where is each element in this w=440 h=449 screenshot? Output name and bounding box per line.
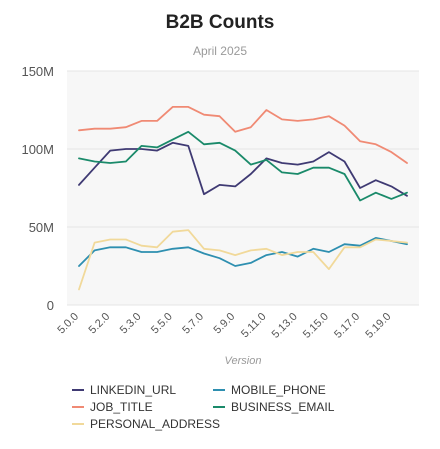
x-tick-label: 5.11.0 [239,311,269,341]
series-line-job-title [78,106,408,164]
y-tick-label: 0 [47,298,54,313]
x-tick-label: 5.17.0 [332,311,362,341]
chart-subtitle: April 2025 [192,44,248,58]
x-axis-label: Version [225,355,262,367]
x-tick-label: 5.5.0 [149,311,175,337]
plot-area [67,71,419,305]
y-tick-label: 150M [21,64,54,79]
x-tick-label: 5.15.0 [301,311,331,341]
x-tick-label: 5.2.0 [87,311,113,337]
x-tick-label: 5.13.0 [270,311,300,341]
series-line-personal-address [78,229,408,291]
x-tick-label: 5.9.0 [212,311,238,337]
chart-title: B2B Counts [165,12,275,33]
y-tick-label: 100M [21,142,54,157]
x-tick-label: 5.7.0 [180,311,206,337]
x-tick-label: 5.0.0 [55,311,81,337]
x-tick-label: 5.19.0 [363,311,393,341]
y-tick-label: 50M [29,220,54,235]
x-tick-label: 5.3.0 [118,311,144,337]
series-line-linkedin-url [78,141,408,197]
series-line-business-email [78,130,408,202]
series-line-mobile-phone [78,236,408,267]
